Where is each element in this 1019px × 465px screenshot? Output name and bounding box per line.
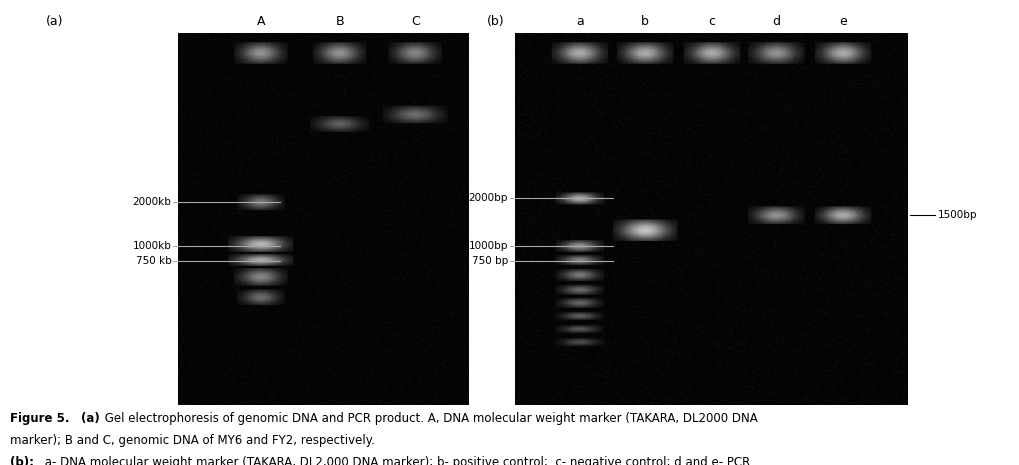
Text: C: C — [411, 15, 420, 28]
Text: (b): (b) — [487, 15, 504, 28]
Text: 1500bp: 1500bp — [936, 210, 976, 220]
Text: 1000bp: 1000bp — [468, 241, 507, 252]
Text: (a): (a) — [46, 15, 63, 28]
Text: a- DNA molecular weight marker (TAKARA, DL2,000 DNA marker); b- positive control: a- DNA molecular weight marker (TAKARA, … — [41, 456, 749, 465]
Text: B: B — [335, 15, 343, 28]
Text: 750 bp: 750 bp — [471, 256, 507, 266]
Text: e: e — [839, 15, 846, 28]
Text: (b):: (b): — [10, 456, 35, 465]
Text: Gel electrophoresis of genomic DNA and PCR product. A, DNA molecular weight mark: Gel electrophoresis of genomic DNA and P… — [101, 412, 757, 425]
Text: Figure 5.: Figure 5. — [10, 412, 69, 425]
Text: a: a — [576, 15, 583, 28]
Text: marker); B and C, genomic DNA of MY6 and FY2, respectively.: marker); B and C, genomic DNA of MY6 and… — [10, 434, 375, 447]
Text: b: b — [640, 15, 648, 28]
Text: 750 kb: 750 kb — [136, 256, 171, 266]
Text: (a): (a) — [81, 412, 99, 425]
Text: A: A — [257, 15, 265, 28]
Text: 2000bp: 2000bp — [468, 193, 507, 203]
Text: 1000kb: 1000kb — [132, 241, 171, 252]
Text: 2000kb: 2000kb — [132, 197, 171, 207]
Text: c: c — [707, 15, 714, 28]
Text: d: d — [771, 15, 780, 28]
